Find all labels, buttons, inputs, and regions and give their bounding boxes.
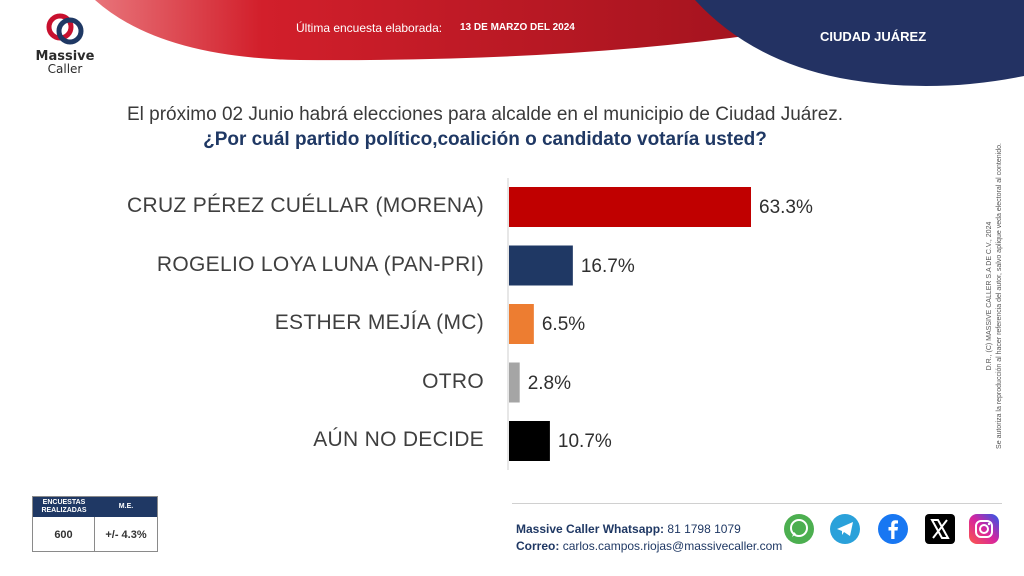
x-icon[interactable] xyxy=(924,513,956,545)
whatsapp-number: 81 1798 1079 xyxy=(667,522,741,536)
bar-2 xyxy=(509,304,534,344)
brand-name-line2: Caller xyxy=(47,62,83,76)
footer-divider xyxy=(512,503,1002,504)
stats-header-me: M.E. xyxy=(118,503,134,510)
blue-header-band xyxy=(695,0,1024,87)
city-title: CIUDAD JUÁREZ xyxy=(820,29,927,44)
legal-note-line1: D.R., (C) MASSIVE CALLER S.A DE C.V., 20… xyxy=(986,221,993,371)
logo-icon xyxy=(46,13,84,45)
whatsapp-label: Massive Caller Whatsapp: xyxy=(516,522,665,536)
survey-label: Última encuesta elaborada: xyxy=(296,21,443,35)
stats-header-surveys: ENCUESTAS REALIZADAS xyxy=(41,499,87,514)
value-label-1: 16.7% xyxy=(580,255,635,277)
category-label-2: ESTHER MEJÍA (MC) xyxy=(274,311,484,334)
category-label-0: CRUZ PÉREZ CUÉLLAR (MORENA) xyxy=(127,194,484,217)
bar-1 xyxy=(509,245,573,286)
legal-note: D.R., (C) MASSIVE CALLER S.A DE C.V., 20… xyxy=(985,116,1005,476)
value-label-2: 6.5% xyxy=(541,314,586,335)
stats-header: ENCUESTAS REALIZADAS M.E. xyxy=(33,497,157,517)
stats-surveys-value: 600 xyxy=(54,529,73,541)
email-label: Correo: xyxy=(516,539,560,553)
email-contact: Correo: carlos.campos.riojas@massivecall… xyxy=(516,539,782,553)
survey-stats-table: ENCUESTAS REALIZADAS M.E. 600 +/- 4.3% xyxy=(32,496,158,552)
value-label-0: 63.3% xyxy=(759,197,813,218)
survey-date: 13 DE MARZO DEL 2024 xyxy=(460,22,575,33)
stats-divider xyxy=(94,517,95,551)
value-label-3: 2.8% xyxy=(527,372,572,394)
legal-note-line2: Se autoriza la reproducción al hacer ref… xyxy=(996,143,1003,449)
brand-name-line1: Massive xyxy=(35,49,95,64)
brand-logo: Massive Caller xyxy=(30,12,100,75)
bar-3 xyxy=(509,362,520,403)
email-address[interactable]: carlos.campos.riojas@massivecaller.com xyxy=(562,539,783,553)
value-label-4: 10.7% xyxy=(557,431,612,452)
category-label-4: AÚN NO DECIDE xyxy=(313,428,484,451)
instagram-icon[interactable] xyxy=(968,513,1000,545)
category-label-3: OTRO xyxy=(422,369,484,393)
question-intro: El próximo 02 Junio habrá elecciones par… xyxy=(126,104,844,125)
question-main: ¿Por cuál partido político,coalición o c… xyxy=(203,129,767,150)
red-header-band xyxy=(95,0,760,61)
whatsapp-icon[interactable] xyxy=(783,513,815,545)
telegram-icon[interactable] xyxy=(829,513,861,545)
stats-me-value: +/- 4.3% xyxy=(105,529,147,541)
category-label-1: ROGELIO LOYA LUNA (PAN-PRI) xyxy=(156,252,484,276)
facebook-icon[interactable] xyxy=(877,513,909,545)
bar-0 xyxy=(509,187,751,227)
bar-4 xyxy=(509,421,550,461)
whatsapp-contact: Massive Caller Whatsapp: 81 1798 1079 xyxy=(516,522,741,536)
